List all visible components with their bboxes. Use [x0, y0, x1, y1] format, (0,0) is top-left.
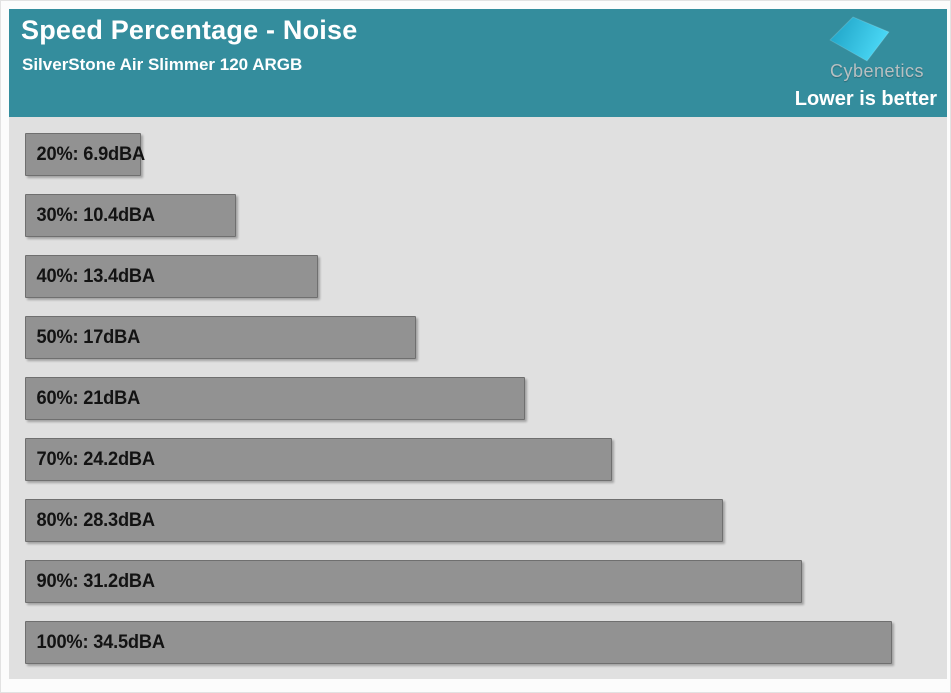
bar: 80%: 28.3dBA [25, 499, 723, 542]
chart-subtitle: SilverStone Air Slimmer 120 ARGB [22, 55, 303, 74]
bar-row: 90%: 31.2dBA [25, 560, 947, 603]
bar-label: 70%: 24.2dBA [36, 448, 156, 470]
bar-label: 20%: 6.9dBA [36, 143, 146, 165]
chart-header: Speed Percentage - Noise SilverStone Air… [9, 9, 947, 117]
bar: 60%: 21dBA [25, 377, 525, 420]
bar-label: 100%: 34.5dBA [36, 631, 165, 653]
brand-wordmark: Cybenetics [829, 61, 924, 81]
bar-row: 50%: 17dBA [25, 316, 947, 359]
bar: 90%: 31.2dBA [25, 560, 802, 603]
bar-label: 90%: 31.2dBA [36, 570, 156, 592]
bar-row: 40%: 13.4dBA [25, 255, 947, 298]
bar-label: 50%: 17dBA [36, 326, 141, 348]
chart-title: Speed Percentage - Noise [21, 15, 358, 45]
bar-row: 30%: 10.4dBA [25, 194, 947, 237]
bar-label: 40%: 13.4dBA [36, 265, 156, 287]
bar: 50%: 17dBA [25, 316, 416, 359]
bar-label: 60%: 21dBA [36, 387, 141, 409]
bar-row: 60%: 21dBA [25, 377, 947, 420]
cybenetics-logo-icon [829, 16, 890, 62]
bar: 100%: 34.5dBA [25, 621, 892, 664]
plot-area: 20%: 6.9dBA 30%: 10.4dBA 40%: 13.4dBA 50%: … [9, 117, 947, 679]
bar: 30%: 10.4dBA [25, 194, 236, 237]
bar-row: 20%: 6.9dBA [25, 133, 947, 176]
bar-row: 100%: 34.5dBA [25, 621, 947, 664]
bar-label: 80%: 28.3dBA [36, 509, 156, 531]
bar: 40%: 13.4dBA [25, 255, 318, 298]
bar-label: 30%: 10.4dBA [36, 204, 156, 226]
bar: 20%: 6.9dBA [25, 133, 145, 176]
lower-is-better-note: Lower is better [794, 88, 937, 110]
bar-row: 80%: 28.3dBA [25, 499, 947, 542]
bar: 70%: 24.2dBA [25, 438, 612, 481]
bar-row: 70%: 24.2dBA [25, 438, 947, 481]
